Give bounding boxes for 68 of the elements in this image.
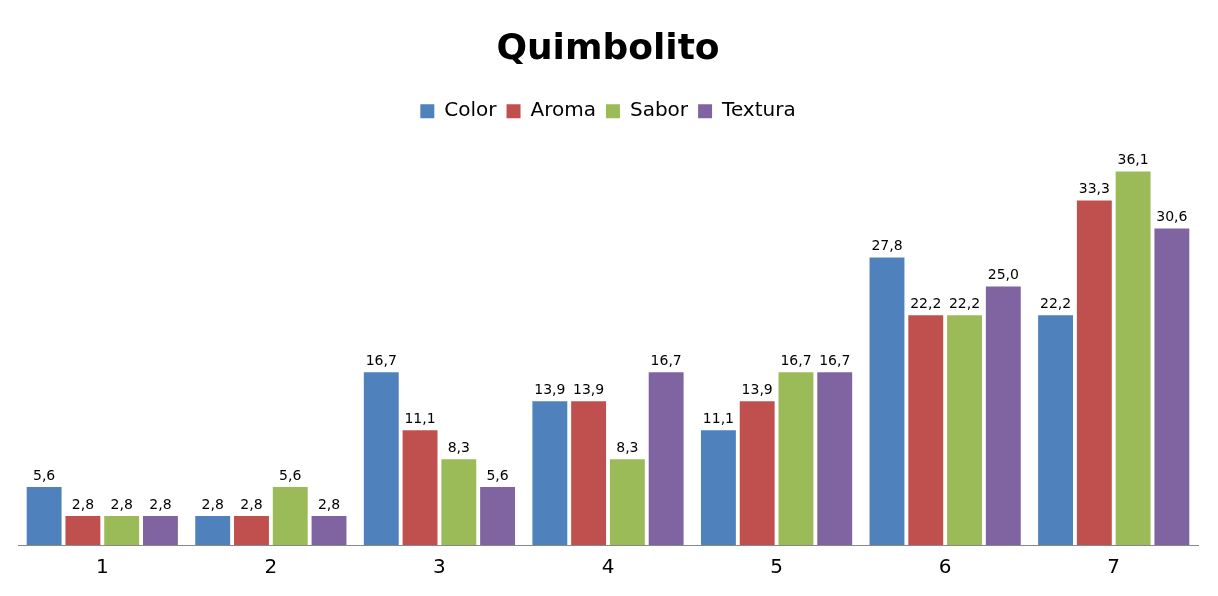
- bar: [778, 372, 814, 545]
- bar: [700, 430, 736, 545]
- data-label: 16,7: [650, 351, 682, 368]
- bar: [908, 315, 944, 545]
- bar: [1154, 228, 1190, 545]
- bar: [985, 286, 1021, 545]
- bar: [1038, 315, 1073, 545]
- legend-label: Color: [444, 97, 498, 122]
- data-label: 33,3: [1078, 180, 1110, 197]
- data-label: 2,8: [110, 495, 133, 512]
- bar: [1115, 171, 1151, 545]
- x-tick-label: 5: [770, 554, 783, 579]
- data-label: 25,0: [987, 266, 1019, 283]
- data-label: 13,9: [741, 380, 773, 397]
- data-label: 5,6: [33, 466, 56, 483]
- data-label: 13,9: [573, 380, 605, 397]
- data-label: 8,3: [447, 438, 470, 455]
- bar: [363, 372, 399, 545]
- x-tick-label: 1: [95, 554, 109, 579]
- x-tick-label: 7: [1107, 554, 1121, 579]
- bar: [532, 401, 568, 545]
- data-label: 11,1: [702, 409, 734, 426]
- bar: [739, 401, 775, 545]
- legend-label: Aroma: [530, 97, 596, 122]
- bar: [480, 487, 516, 545]
- data-label: 22,2: [948, 294, 981, 311]
- data-label: 5,6: [279, 466, 302, 483]
- data-label: 2,8: [201, 495, 224, 512]
- data-label: 2,8: [71, 495, 95, 512]
- bar: [272, 487, 308, 545]
- bar: [104, 516, 140, 545]
- data-label: 8,3: [616, 438, 639, 455]
- data-label: 22,2: [910, 294, 942, 311]
- bar: [947, 315, 982, 545]
- data-label: 16,7: [365, 351, 397, 368]
- data-label: 27,8: [871, 237, 903, 254]
- bar: [648, 372, 684, 545]
- bar: [65, 516, 101, 545]
- data-label: 30,6: [1156, 208, 1188, 225]
- bar: [195, 516, 231, 545]
- x-tick-label: 6: [938, 554, 952, 579]
- data-label: 2,8: [240, 495, 263, 512]
- bar: [311, 516, 347, 545]
- bar: [1076, 200, 1112, 545]
- data-label: 13,9: [534, 380, 566, 397]
- data-label: 16,7: [819, 351, 851, 368]
- data-label: 2,8: [317, 495, 341, 512]
- data-label: 5,6: [486, 466, 509, 483]
- bar: [234, 516, 269, 545]
- bar: [869, 257, 905, 545]
- data-label: 2,8: [149, 495, 172, 512]
- bar: [817, 372, 853, 545]
- bar: [26, 487, 62, 545]
- bar: [609, 459, 645, 545]
- x-tick-label: 3: [433, 554, 446, 579]
- data-label: 16,7: [780, 351, 812, 368]
- data-label: 22,2: [1039, 294, 1072, 311]
- x-tick-label: 4: [601, 554, 615, 579]
- bar: [143, 516, 178, 545]
- x-tick-label: 2: [264, 554, 278, 579]
- bar: [402, 430, 438, 545]
- chart-title: Quimbolito: [496, 25, 720, 67]
- data-label: 36,1: [1117, 151, 1149, 168]
- bar: [441, 459, 477, 545]
- data-label: 11,1: [404, 409, 436, 426]
- bar: [571, 401, 607, 545]
- legend-label: Textura: [721, 97, 796, 122]
- legend-label: Sabor: [629, 97, 689, 122]
